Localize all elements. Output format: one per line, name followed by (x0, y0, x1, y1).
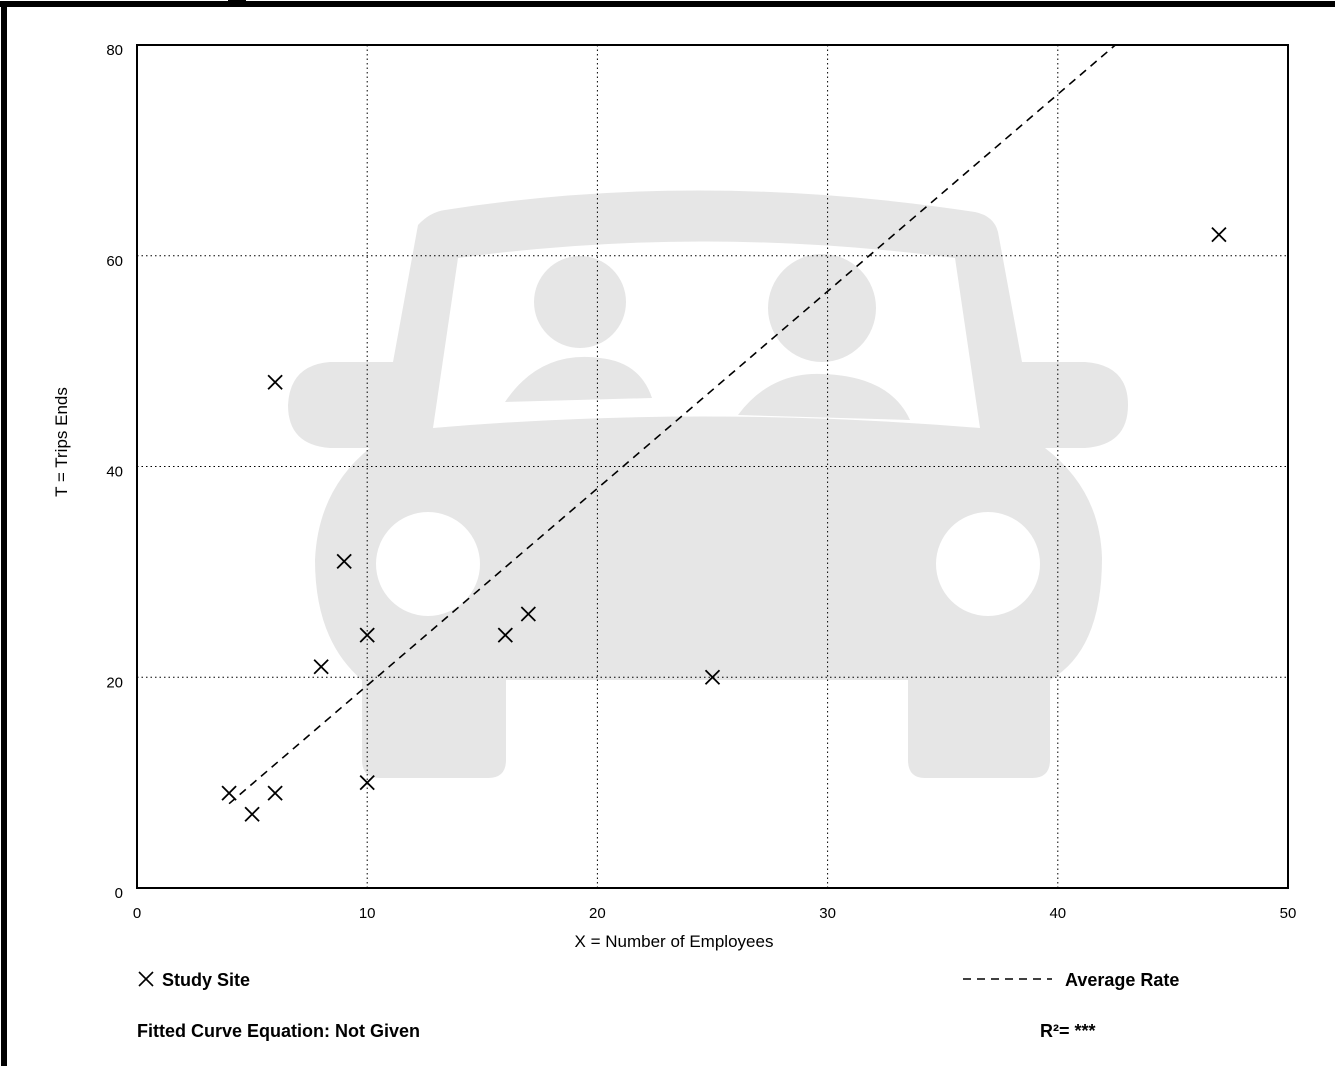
clipped-header-fragment (228, 0, 246, 4)
average-rate-line-group (228, 44, 1116, 805)
x-tick-label: 40 (1049, 905, 1066, 922)
y-tick-label: 20 (106, 674, 123, 691)
legend-study-site-marker (138, 971, 154, 987)
x-axis-label: X = Number of Employees (575, 932, 774, 951)
study-site-point (313, 659, 329, 675)
car-with-two-occupants-icon (288, 190, 1128, 779)
study-site-point (359, 627, 375, 643)
study-site-point (267, 374, 283, 390)
legend: Study Site Average Rate (138, 970, 1179, 990)
legend-average-rate-label: Average Rate (1065, 970, 1179, 990)
r-squared-value: R²= *** (1040, 1021, 1096, 1041)
grid-lines (137, 45, 1288, 888)
fitted-curve-equation: Fitted Curve Equation: Not Given (137, 1021, 420, 1041)
study-site-point (267, 785, 283, 801)
study-site-point (359, 774, 375, 791)
x-tick-label: 10 (359, 905, 376, 922)
study-site-point (520, 606, 536, 622)
x-tick-label: 50 (1280, 905, 1297, 922)
study-site-point (497, 627, 513, 643)
y-axis-label: T = Trips Ends (52, 387, 71, 497)
study-site-point (244, 806, 260, 822)
tick-labels: 0 10 20 30 40 50 0 20 40 60 80 (106, 42, 1296, 922)
x-tick-label: 20 (589, 905, 606, 922)
study-site-points (221, 227, 1227, 822)
y-tick-label: 60 (106, 253, 123, 270)
study-site-point (336, 553, 352, 569)
study-site-point (704, 669, 721, 685)
study-site-point (1211, 227, 1227, 243)
plot-area-border (136, 44, 1289, 889)
y-tick-label: 80 (106, 42, 123, 59)
study-site-point (221, 785, 237, 801)
y-tick-label: 0 (115, 885, 123, 902)
x-tick-label: 0 (133, 905, 141, 922)
x-tick-label: 30 (819, 905, 836, 922)
y-tick-label: 40 (106, 464, 123, 481)
legend-study-site-label: Study Site (162, 970, 250, 990)
average-rate-line (228, 44, 1116, 805)
